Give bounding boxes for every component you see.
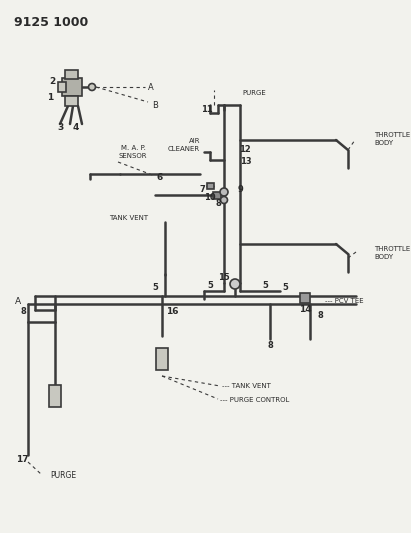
Text: TANK VENT: TANK VENT xyxy=(109,215,148,221)
Circle shape xyxy=(220,188,228,196)
Text: 4: 4 xyxy=(73,124,79,133)
Text: B: B xyxy=(152,101,158,110)
Bar xyxy=(49,385,61,407)
Bar xyxy=(300,293,310,303)
Text: 11: 11 xyxy=(201,104,213,114)
Text: 1: 1 xyxy=(47,93,53,102)
Text: THROTTLE: THROTTLE xyxy=(374,246,410,252)
Text: 3: 3 xyxy=(57,124,63,133)
Text: 16: 16 xyxy=(166,306,178,316)
Text: 5: 5 xyxy=(262,281,268,290)
Text: 7: 7 xyxy=(199,185,205,195)
Text: 5: 5 xyxy=(152,284,158,293)
Circle shape xyxy=(220,197,228,204)
Text: 5: 5 xyxy=(282,284,288,293)
Text: 17: 17 xyxy=(16,456,28,464)
Text: 10: 10 xyxy=(204,192,216,201)
Text: --- TANK VENT: --- TANK VENT xyxy=(222,383,271,389)
Text: 8: 8 xyxy=(317,311,323,320)
Text: A: A xyxy=(15,296,21,305)
Text: 15: 15 xyxy=(218,272,230,281)
Text: PURGE: PURGE xyxy=(50,472,76,481)
Bar xyxy=(213,192,221,199)
Text: M. A. P.: M. A. P. xyxy=(120,145,145,151)
Bar xyxy=(62,78,82,96)
Circle shape xyxy=(88,84,95,91)
Text: 8: 8 xyxy=(20,308,26,317)
Text: BODY: BODY xyxy=(374,254,393,260)
Text: 9: 9 xyxy=(237,185,243,195)
Text: SENSOR: SENSOR xyxy=(119,153,147,159)
Text: 6: 6 xyxy=(157,174,163,182)
Text: 12: 12 xyxy=(239,146,251,155)
Text: 8: 8 xyxy=(267,342,273,351)
Text: A: A xyxy=(148,83,154,92)
Text: --- PURGE CONTROL: --- PURGE CONTROL xyxy=(220,397,289,403)
Text: 9125 1000: 9125 1000 xyxy=(14,15,88,28)
Circle shape xyxy=(230,279,240,289)
Bar xyxy=(58,82,66,92)
Text: 5: 5 xyxy=(207,281,213,290)
Text: 14: 14 xyxy=(299,305,311,314)
Text: PURGE: PURGE xyxy=(242,90,266,96)
Bar xyxy=(156,348,168,370)
Text: 8: 8 xyxy=(215,198,221,207)
Text: CLEANER: CLEANER xyxy=(168,146,200,152)
Text: --- PCV TEE: --- PCV TEE xyxy=(325,298,364,304)
Bar xyxy=(65,70,78,79)
Text: BODY: BODY xyxy=(374,140,393,146)
Bar xyxy=(207,183,214,189)
Text: 2: 2 xyxy=(49,77,55,86)
Text: THROTTLE: THROTTLE xyxy=(374,132,410,138)
Bar xyxy=(65,96,78,106)
Text: 13: 13 xyxy=(240,157,252,166)
Text: AIR: AIR xyxy=(189,138,200,144)
